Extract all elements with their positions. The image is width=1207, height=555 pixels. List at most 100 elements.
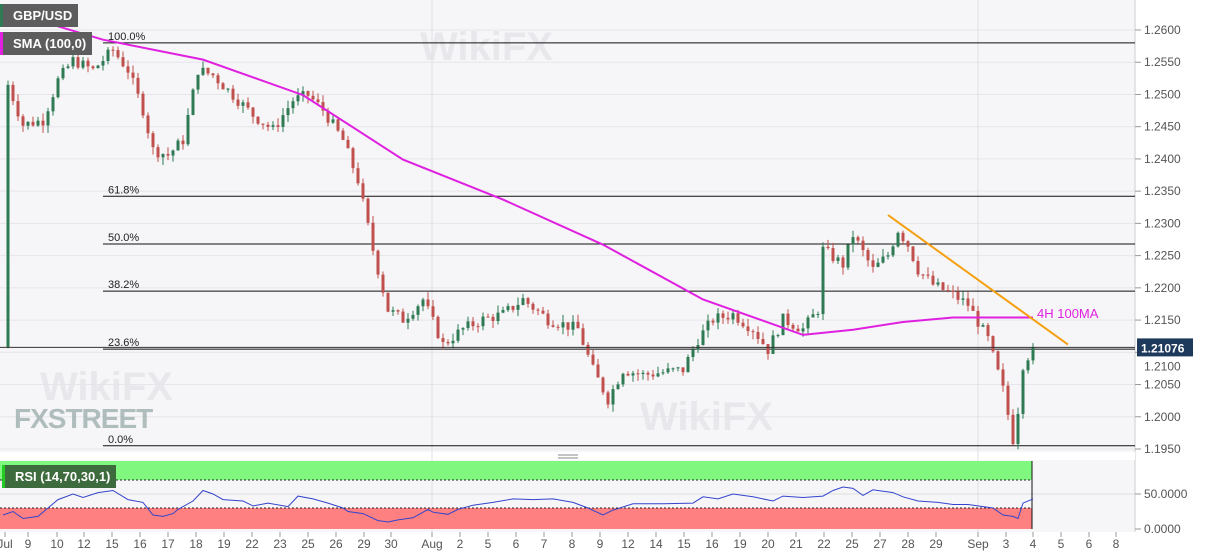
price-tick-label: 1.2550 bbox=[1144, 55, 1181, 69]
candle-body bbox=[821, 246, 825, 315]
candle-body bbox=[621, 373, 625, 385]
candle-body bbox=[101, 60, 105, 66]
candle-body bbox=[136, 77, 140, 94]
candle-body bbox=[946, 289, 950, 291]
candle-body bbox=[726, 317, 730, 320]
candle-body bbox=[686, 356, 690, 373]
candle-body bbox=[156, 147, 160, 158]
candle-body bbox=[141, 93, 145, 116]
candle-body bbox=[881, 256, 885, 263]
candle-body bbox=[941, 282, 945, 290]
candle-body bbox=[506, 306, 510, 311]
candle-body bbox=[886, 255, 890, 257]
candle-body bbox=[826, 246, 830, 249]
candle-body bbox=[801, 328, 805, 332]
candle-body bbox=[526, 298, 530, 304]
candle-body bbox=[761, 338, 765, 345]
candle-body bbox=[846, 244, 850, 268]
candle-body bbox=[96, 65, 100, 69]
price-tick-label: 1.2100 bbox=[1144, 359, 1181, 373]
time-tick-label: 5 bbox=[1058, 537, 1065, 551]
fib-level-label: 100.0% bbox=[108, 31, 146, 43]
candle-body bbox=[341, 130, 345, 140]
candle-body bbox=[401, 311, 405, 323]
candle-body bbox=[256, 116, 260, 124]
time-tick-label: 8 bbox=[569, 537, 576, 551]
candle-body bbox=[601, 377, 605, 393]
sma-indicator-label[interactable]: SMA (100,0) bbox=[0, 32, 93, 55]
candle-body bbox=[66, 66, 70, 68]
time-tick-label: 29 bbox=[357, 537, 371, 551]
candle-body bbox=[411, 314, 415, 319]
candle-body bbox=[751, 331, 755, 333]
candle-body bbox=[561, 322, 565, 328]
last-price-value: 1.21076 bbox=[1141, 341, 1185, 355]
candle-body bbox=[166, 154, 170, 156]
candle-body bbox=[611, 389, 615, 405]
price-tick-label: 1.2000 bbox=[1144, 410, 1181, 424]
symbol-label[interactable]: GBP/USD bbox=[0, 4, 79, 27]
wikifx-watermark: WikiFX bbox=[420, 25, 553, 69]
candle-body bbox=[961, 298, 965, 300]
candle-body bbox=[951, 290, 955, 292]
candle-body bbox=[836, 257, 840, 261]
candle-body bbox=[711, 320, 715, 323]
time-tick-label: 10 bbox=[50, 537, 64, 551]
time-tick-label: 25 bbox=[301, 537, 315, 551]
time-tick-label: Sep bbox=[967, 537, 989, 551]
wikifx-watermark: WikiFX bbox=[40, 365, 173, 409]
candle-body bbox=[691, 349, 695, 357]
candle-body bbox=[61, 67, 65, 79]
candle-body bbox=[891, 246, 895, 256]
candle-body bbox=[766, 344, 770, 354]
candle-body bbox=[1021, 370, 1025, 414]
candle-body bbox=[51, 97, 55, 112]
candle-body bbox=[636, 373, 640, 375]
candle-body bbox=[916, 260, 920, 275]
candle-body bbox=[311, 95, 315, 100]
time-tick-label: 9 bbox=[25, 537, 32, 551]
candle-body bbox=[6, 84, 10, 348]
candle-body bbox=[361, 183, 365, 199]
candle-body bbox=[901, 232, 905, 242]
candle-body bbox=[581, 328, 585, 345]
rsi-indicator-label[interactable]: RSI (14,70,30,1) bbox=[2, 465, 117, 488]
candle-body bbox=[741, 322, 745, 327]
candle-body bbox=[791, 325, 795, 329]
time-tick-label: 7 bbox=[541, 537, 548, 551]
candle-body bbox=[201, 67, 205, 75]
candle-body bbox=[746, 326, 750, 332]
candle-body bbox=[706, 320, 710, 331]
candle-body bbox=[876, 262, 880, 267]
candle-body bbox=[716, 313, 720, 323]
candle-body bbox=[466, 321, 470, 329]
candle-body bbox=[436, 316, 440, 339]
candle-body bbox=[161, 154, 165, 158]
candle-body bbox=[301, 91, 305, 96]
time-tick-label: 2 bbox=[457, 537, 464, 551]
fib-level-label: 61.8% bbox=[108, 184, 139, 196]
candle-body bbox=[956, 291, 960, 300]
candle-body bbox=[936, 282, 940, 285]
candle-body bbox=[151, 133, 155, 148]
candle-body bbox=[971, 305, 975, 311]
price-tick-label: 1.2050 bbox=[1144, 378, 1181, 392]
candle-body bbox=[131, 72, 135, 78]
candle-body bbox=[861, 240, 865, 251]
candle-body bbox=[596, 364, 600, 378]
time-tick-label: 12 bbox=[77, 537, 91, 551]
time-tick-label: 28 bbox=[901, 537, 915, 551]
candle-body bbox=[796, 328, 800, 332]
candle-body bbox=[841, 257, 845, 268]
candle-body bbox=[416, 306, 420, 315]
candle-body bbox=[271, 125, 275, 127]
candle-body bbox=[1031, 347, 1035, 361]
time-tick-label: 15 bbox=[677, 537, 691, 551]
candle-body bbox=[441, 338, 445, 342]
candle-body bbox=[71, 57, 75, 67]
resistance-trendline bbox=[887, 214, 1069, 346]
candle-body bbox=[856, 237, 860, 241]
candle-body bbox=[656, 373, 660, 377]
candle-body bbox=[646, 372, 650, 375]
fib-level-label: 0.0% bbox=[108, 434, 133, 446]
